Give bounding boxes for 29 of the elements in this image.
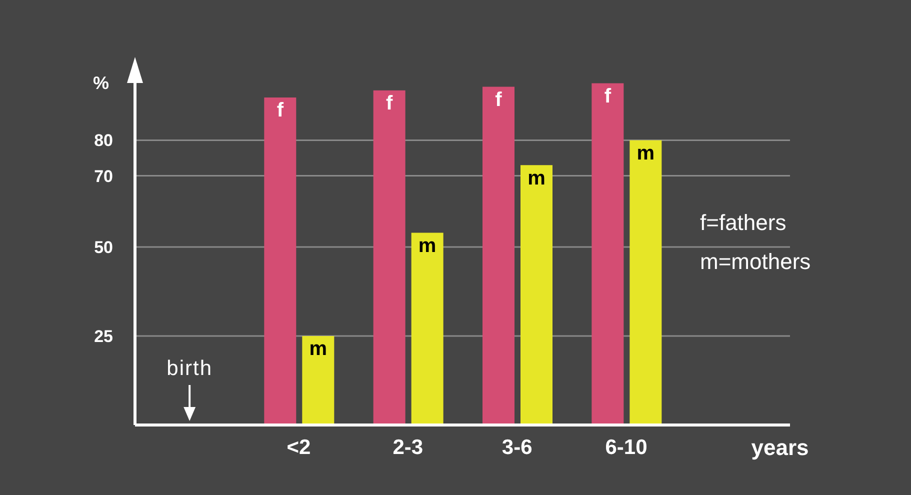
series-label: f <box>276 100 284 122</box>
x-tick-label: 2-3 <box>392 436 424 459</box>
text: f <box>495 89 502 111</box>
y-tick-label: 25 <box>94 327 113 346</box>
text: f <box>604 85 612 108</box>
annotation: birth <box>166 357 213 380</box>
bar <box>411 232 444 425</box>
annotation: f=fathers <box>700 210 786 235</box>
text: m <box>636 142 655 164</box>
bar <box>592 83 624 425</box>
annotation: m=mothers <box>700 249 811 274</box>
y-axis-title: % <box>92 73 110 93</box>
text: m <box>418 234 436 257</box>
series-label: m <box>309 338 328 360</box>
text: m <box>528 167 546 190</box>
bar <box>302 336 334 425</box>
y-tick-label: 50 <box>94 238 113 258</box>
bar <box>373 90 406 425</box>
x-axis-title: years <box>751 435 809 460</box>
x-tick-label: 6-10 <box>605 436 648 459</box>
x-tick-label: 3-6 <box>502 436 532 459</box>
bar <box>520 165 552 425</box>
y-tick-label: 70 <box>94 166 113 186</box>
bar <box>264 97 296 425</box>
text: f <box>386 92 393 115</box>
bar <box>630 140 662 425</box>
y-tick-label: 80 <box>94 131 113 150</box>
x-tick-label: <2 <box>286 436 311 459</box>
bar <box>482 86 514 425</box>
